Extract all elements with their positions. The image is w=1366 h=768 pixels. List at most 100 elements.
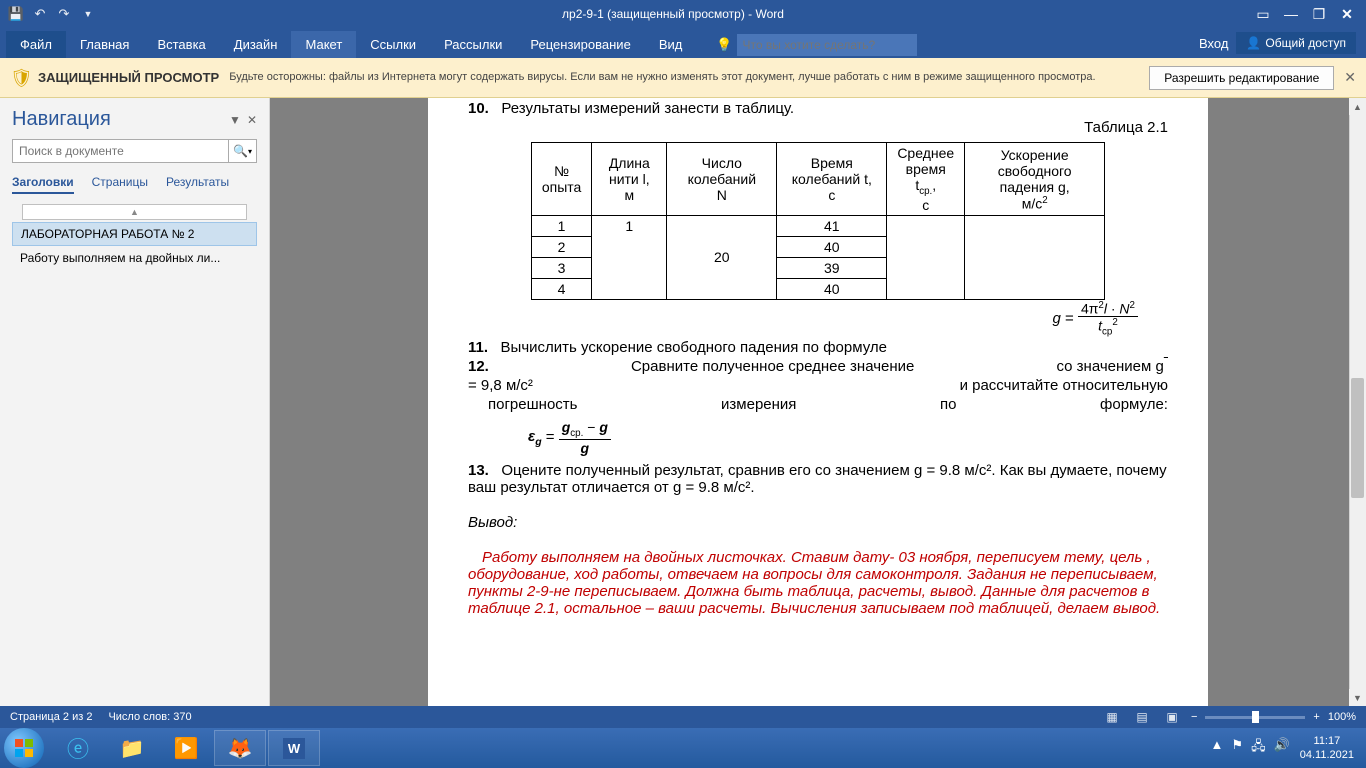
doc-text: Сравните полученное среднее значение — [631, 358, 914, 375]
protected-view-bar: 🛡 ЗАЩИЩЕННЫЙ ПРОСМОТР Будьте осторожны: … — [0, 58, 1366, 98]
tray-flag-icon[interactable]: ⚑ — [1231, 737, 1243, 759]
taskbar-word[interactable]: W — [268, 730, 320, 766]
print-layout-icon[interactable]: ▤ — [1131, 708, 1153, 726]
tab-home[interactable]: Главная — [66, 31, 143, 58]
doc-text: формуле: — [1100, 396, 1168, 413]
nav-search-button[interactable]: 🔍▾ — [228, 140, 256, 162]
protected-view-message: Будьте осторожны: файлы из Интернета мог… — [229, 71, 1139, 84]
taskbar-ie[interactable]: ⓔ — [52, 730, 104, 766]
ribbon: Файл Главная Вставка Дизайн Макет Ссылки… — [0, 28, 1366, 58]
table-header: Времяколебаний t,с — [777, 143, 887, 216]
tab-insert[interactable]: Вставка — [143, 31, 219, 58]
save-icon[interactable]: 💾 — [8, 6, 24, 22]
tab-design[interactable]: Дизайн — [220, 31, 292, 58]
zoom-level[interactable]: 100% — [1328, 711, 1356, 723]
undo-icon[interactable]: ↶ — [32, 6, 48, 22]
tray-network-icon[interactable]: 🖧 — [1251, 737, 1266, 759]
scrollbar[interactable]: ▲ ▼ — [1349, 98, 1366, 706]
document-page[interactable]: 10. Результаты измерений занести в табли… — [428, 98, 1208, 706]
table-header: №опыта — [531, 143, 591, 216]
scroll-down-icon[interactable]: ▼ — [1349, 689, 1366, 706]
table-cell: 40 — [777, 278, 887, 299]
tab-file[interactable]: Файл — [6, 31, 66, 58]
table-header: Среднее времяtср.,с — [887, 143, 965, 216]
navigation-pane: Навигация ▼ ✕ 🔍▾ Заголовки Страницы Резу… — [0, 98, 270, 706]
nav-close-icon[interactable]: ✕ — [247, 113, 257, 127]
table-cell: 4 — [531, 278, 591, 299]
nav-tab-pages[interactable]: Страницы — [92, 175, 148, 194]
tab-mailings[interactable]: Рассылки — [430, 31, 516, 58]
folder-icon: 📁 — [120, 736, 145, 761]
doc-text: Вывод: — [468, 514, 1168, 531]
taskbar-firefox[interactable]: 🦊 — [214, 730, 266, 766]
system-clock[interactable]: 11:17 04.11.2021 — [1300, 734, 1354, 762]
taskbar-media[interactable]: ▶️ — [160, 730, 212, 766]
close-icon[interactable]: ✕ — [1334, 4, 1360, 24]
lightbulb-icon: 💡 — [716, 37, 732, 53]
table-cell: 41 — [777, 215, 887, 236]
table-header: Длинанити l,м — [592, 143, 667, 216]
minimize-icon[interactable]: — — [1278, 4, 1304, 24]
table-cell: 3 — [531, 257, 591, 278]
read-mode-icon[interactable]: ▦ — [1101, 708, 1123, 726]
page-indicator[interactable]: Страница 2 из 2 — [10, 711, 92, 723]
table-cell: 1 — [592, 215, 667, 299]
ie-icon: ⓔ — [67, 732, 89, 764]
share-button[interactable]: 👤 Общий доступ — [1236, 32, 1356, 54]
enable-editing-button[interactable]: Разрешить редактирование — [1149, 66, 1334, 90]
zoom-out-icon[interactable]: − — [1191, 711, 1197, 723]
nav-dropdown-icon[interactable]: ▼ — [229, 113, 241, 127]
document-area: 10. Результаты измерений занести в табли… — [270, 98, 1366, 706]
table-cell: 1 — [531, 215, 591, 236]
login-link[interactable]: Вход — [1199, 36, 1228, 51]
table-caption: Таблица 2.1 — [468, 119, 1168, 136]
zoom-in-icon[interactable]: + — [1313, 711, 1319, 723]
tab-review[interactable]: Рецензирование — [516, 31, 644, 58]
doc-text: Вычислить ускорение свободного падения п… — [501, 339, 887, 356]
doc-text: измерения — [721, 396, 796, 413]
start-button[interactable] — [4, 728, 44, 768]
tray-up-icon[interactable]: ▲ — [1211, 737, 1224, 759]
nav-collapse-icon[interactable]: ▲ — [22, 204, 247, 220]
shield-icon: 🛡 — [10, 68, 30, 88]
doc-red-text: Работу выполняем на двойных листочках. С… — [468, 549, 1168, 617]
zoom-slider[interactable] — [1205, 716, 1305, 719]
scroll-up-icon[interactable]: ▲ — [1349, 98, 1366, 115]
share-label: Общий доступ — [1265, 36, 1346, 50]
tell-me-input[interactable] — [737, 34, 917, 56]
formula: g = 4π2l · N2tср2 — [1052, 300, 1168, 338]
statusbar: Страница 2 из 2 Число слов: 370 ▦ ▤ ▣ − … — [0, 706, 1366, 728]
protected-view-close-icon[interactable]: ✕ — [1344, 69, 1356, 86]
scroll-thumb[interactable] — [1351, 378, 1364, 498]
clock-time: 11:17 — [1300, 734, 1354, 748]
nav-item[interactable]: ЛАБОРАТОРНАЯ РАБОТА № 2 — [12, 222, 257, 246]
redo-icon[interactable]: ↷ — [56, 6, 72, 22]
media-icon: ▶️ — [174, 736, 199, 761]
web-layout-icon[interactable]: ▣ — [1161, 708, 1183, 726]
qat-dropdown-icon[interactable]: ▼ — [80, 6, 96, 22]
tray-volume-icon[interactable]: 🔊 — [1274, 737, 1290, 759]
window-title: лр2-9-1 (защищенный просмотр) - Word — [96, 7, 1250, 21]
nav-item[interactable]: Работу выполняем на двойных ли... — [12, 247, 257, 269]
nav-tab-headings[interactable]: Заголовки — [12, 175, 74, 194]
ribbon-options-icon[interactable]: ▭ — [1250, 4, 1276, 24]
doc-text: по — [940, 396, 956, 413]
table-header: ЧислоколебанийN — [667, 143, 777, 216]
word-count[interactable]: Число слов: 370 — [108, 711, 191, 723]
windows-logo-icon — [13, 737, 35, 759]
nav-search: 🔍▾ — [12, 139, 257, 163]
tab-view[interactable]: Вид — [645, 31, 697, 58]
taskbar: ⓔ 📁 ▶️ 🦊 W ▲ ⚑ 🖧 🔊 11:17 04.11.2021 — [0, 728, 1366, 768]
doc-text: Результаты измерений занести в таблицу. — [501, 100, 794, 117]
table-header: Ускорениесвободногопадения g,м/с2 — [965, 143, 1105, 216]
maximize-icon[interactable]: ❐ — [1306, 4, 1332, 24]
nav-search-input[interactable] — [13, 140, 228, 162]
taskbar-explorer[interactable]: 📁 — [106, 730, 158, 766]
table-cell — [887, 215, 965, 299]
tab-references[interactable]: Ссылки — [356, 31, 430, 58]
word-icon: W — [283, 738, 305, 759]
protected-view-title: ЗАЩИЩЕННЫЙ ПРОСМОТР — [38, 70, 219, 85]
tab-layout[interactable]: Макет — [291, 31, 356, 58]
nav-tab-results[interactable]: Результаты — [166, 175, 229, 194]
doc-text: погрешность — [488, 396, 577, 413]
